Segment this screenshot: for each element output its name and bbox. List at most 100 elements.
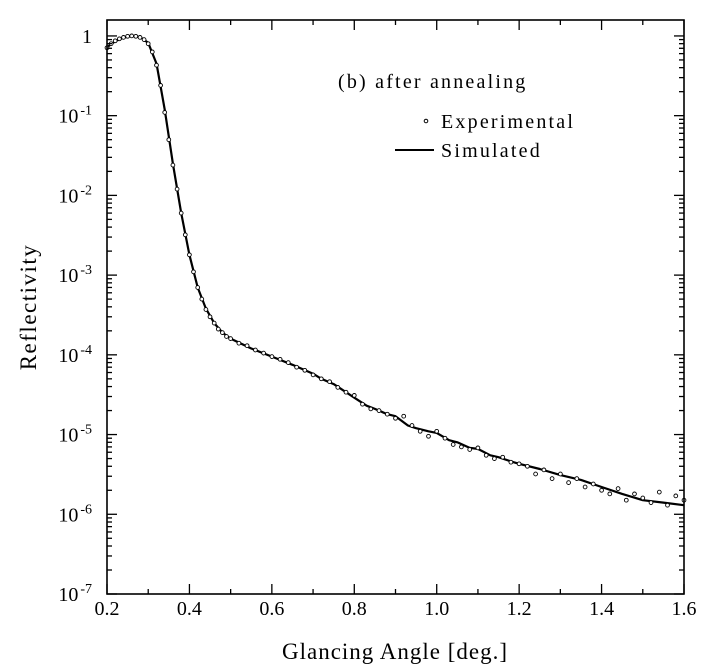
legend-marker-experimental xyxy=(423,118,429,124)
experimental-point xyxy=(215,326,221,332)
x-tick-label: 1.6 xyxy=(672,598,697,620)
experimental-point xyxy=(335,385,341,390)
experimental-point xyxy=(673,493,679,499)
experimental-point xyxy=(582,484,588,490)
experimental-point xyxy=(178,210,184,216)
legend-annotation: (b) after annealing xyxy=(338,71,528,93)
y-tick-label: 10 -5 xyxy=(58,423,92,447)
x-tick-label: 0.8 xyxy=(342,598,367,620)
experimental-point xyxy=(117,36,122,42)
experimental-point xyxy=(475,445,481,451)
experimental-point xyxy=(166,137,172,143)
experimental-point xyxy=(632,491,637,497)
experimental-point xyxy=(648,500,654,505)
experimental-point xyxy=(368,406,374,412)
experimental-point xyxy=(195,285,201,290)
x-tick-label: 0.6 xyxy=(259,598,284,620)
experimental-point xyxy=(384,411,390,417)
experimental-point xyxy=(343,389,349,395)
experimental-point xyxy=(483,452,489,458)
experimental-point xyxy=(327,379,332,385)
experimental-point xyxy=(409,423,415,428)
experimental-point xyxy=(244,343,250,349)
experimental-point xyxy=(360,401,365,407)
experimental-point xyxy=(129,33,135,39)
experimental-point xyxy=(599,487,604,493)
experimental-point xyxy=(393,415,398,421)
x-tick-label: 1.2 xyxy=(507,598,532,620)
y-tick-label: 10 -3 xyxy=(58,263,92,287)
axis-ticks xyxy=(106,20,685,595)
experimental-point xyxy=(541,467,547,473)
y-tick-label: 10 -7 xyxy=(58,582,92,606)
experimental-point xyxy=(162,110,168,115)
y-axis-label: Reflectivity xyxy=(16,244,41,371)
y-tick-label: 10 -4 xyxy=(58,343,92,367)
x-axis-label: Glancing Angle [deg.] xyxy=(282,639,508,664)
experimental-point xyxy=(211,320,217,326)
legend-label-simulated: Simulated xyxy=(441,140,542,162)
experimental-point xyxy=(310,372,316,378)
experimental-point xyxy=(500,454,506,460)
experimental-point xyxy=(656,489,662,495)
experimental-point xyxy=(121,35,126,40)
experimental-point xyxy=(191,269,196,275)
y-tick-label: 10 -1 xyxy=(58,104,92,128)
experimental-point xyxy=(401,413,407,419)
experimental-point xyxy=(302,367,308,373)
experimental-point xyxy=(236,340,242,346)
experimental-point xyxy=(145,41,151,47)
experimental-point xyxy=(277,356,283,362)
experimental-point xyxy=(133,33,139,39)
legend: (b) after annealing Experimental Simulat… xyxy=(338,71,575,162)
experimental-point xyxy=(426,433,431,439)
experimental-point xyxy=(158,83,163,88)
experimental-point xyxy=(459,444,464,450)
simulated-series xyxy=(106,34,685,507)
experimental-point xyxy=(492,456,497,461)
experimental-point xyxy=(434,428,440,434)
experimental-point xyxy=(549,476,555,481)
experimental-point xyxy=(253,347,258,353)
experimental-series xyxy=(104,33,687,508)
experimental-point xyxy=(615,486,621,491)
experimental-point xyxy=(228,336,233,341)
experimental-point xyxy=(203,307,209,312)
experimental-point xyxy=(137,35,143,40)
legend-label-experimental: Experimental xyxy=(441,111,575,133)
experimental-point xyxy=(574,476,580,481)
experimental-point xyxy=(207,314,213,320)
experimental-point xyxy=(558,471,563,477)
experimental-point xyxy=(442,435,448,441)
x-tick-label: 0.4 xyxy=(177,598,202,620)
experimental-point xyxy=(351,393,357,398)
experimental-point xyxy=(376,408,382,413)
experimental-point xyxy=(294,364,299,370)
experimental-point xyxy=(665,502,670,508)
experimental-point xyxy=(199,296,205,302)
x-tick-labels: 0.2 0.4 0.6 0.8 1.0 1.2 1.4 1.6 xyxy=(95,598,697,620)
y-tick-label: 1 xyxy=(82,26,92,48)
experimental-point xyxy=(533,471,538,477)
y-tick-label: 10 -2 xyxy=(58,183,92,207)
experimental-point xyxy=(154,62,159,68)
plot-frame xyxy=(106,19,685,595)
experimental-point xyxy=(450,442,456,447)
x-tick-label: 0.2 xyxy=(95,598,120,620)
experimental-point xyxy=(590,481,596,487)
experimental-point xyxy=(187,252,192,258)
simulated-line xyxy=(106,34,685,507)
experimental-point xyxy=(112,38,118,44)
experimental-point xyxy=(182,232,188,238)
experimental-point xyxy=(516,461,522,467)
experimental-point xyxy=(285,360,291,365)
experimental-point xyxy=(623,497,629,503)
experimental-point xyxy=(170,162,176,168)
experimental-point xyxy=(125,33,130,39)
experimental-point xyxy=(607,491,613,497)
experimental-point xyxy=(566,480,571,485)
experimental-point xyxy=(149,49,155,55)
experimental-point xyxy=(467,447,473,452)
x-tick-label: 1.0 xyxy=(424,598,449,620)
